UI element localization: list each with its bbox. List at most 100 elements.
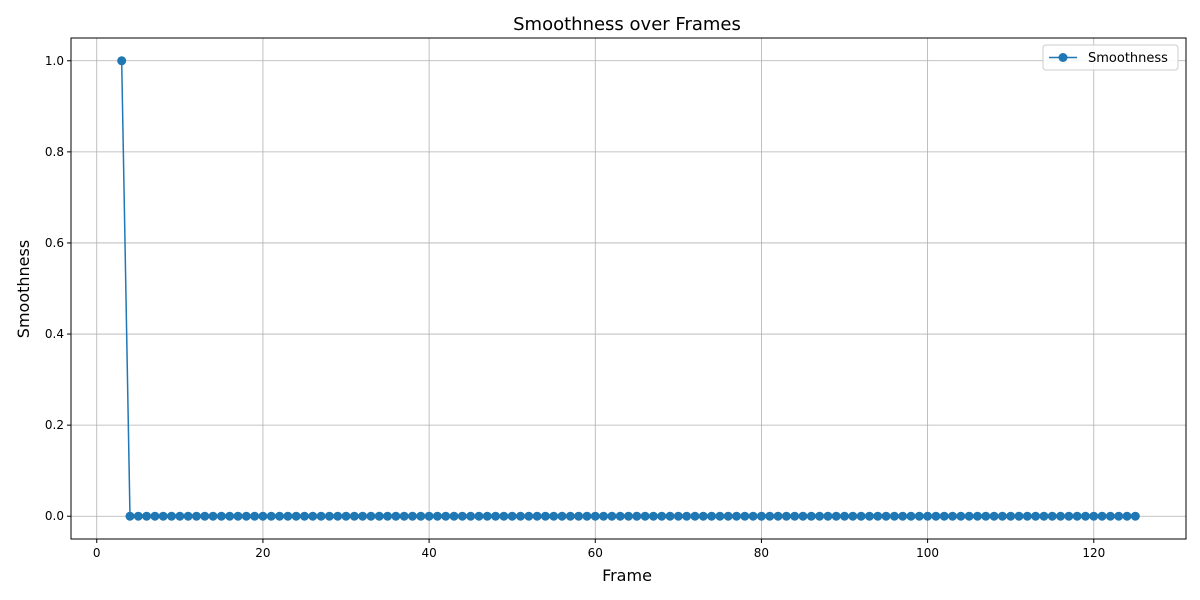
legend: Smoothness <box>1042 44 1179 71</box>
data-point <box>748 511 758 521</box>
data-point <box>208 511 218 521</box>
y-axis-label: Smoothness <box>14 240 33 338</box>
data-point <box>914 511 924 521</box>
data-point <box>889 511 899 521</box>
data-point <box>923 511 933 521</box>
data-point <box>549 511 559 521</box>
data-point <box>864 511 874 521</box>
data-point <box>881 511 891 521</box>
data-point <box>241 511 251 521</box>
data-point <box>216 511 226 521</box>
data-point <box>200 511 210 521</box>
data-point <box>690 511 700 521</box>
data-point <box>657 511 667 521</box>
data-point <box>125 511 135 521</box>
data-point <box>831 511 841 521</box>
x-tick-label: 60 <box>588 546 603 560</box>
data-point <box>449 511 459 521</box>
grid-lines <box>71 38 1186 539</box>
data-point <box>441 511 451 521</box>
data-point <box>1105 511 1115 521</box>
data-point <box>491 511 501 521</box>
data-point <box>856 511 866 521</box>
legend-marker-swatch <box>1058 53 1068 62</box>
y-tick-label: 0.0 <box>45 509 64 523</box>
data-point <box>532 511 542 521</box>
data-point <box>972 511 982 521</box>
data-point <box>1064 511 1074 521</box>
data-point <box>732 511 742 521</box>
data-point <box>432 511 442 521</box>
data-point <box>848 511 858 521</box>
data-point <box>873 511 883 521</box>
data-point <box>333 511 343 521</box>
data-point <box>740 511 750 521</box>
plot-area-frame <box>70 37 1187 540</box>
x-tick-label: 100 <box>916 546 939 560</box>
data-point <box>599 511 609 521</box>
data-point <box>1056 511 1066 521</box>
data-point <box>1089 511 1099 521</box>
data-point <box>515 511 525 521</box>
data-point <box>258 511 268 521</box>
data-point <box>1122 511 1132 521</box>
data-point <box>756 511 766 521</box>
x-tick-label: 20 <box>255 546 270 560</box>
data-point <box>632 511 642 521</box>
y-axis-ticks: 0.0 0.2 0.4 0.6 0.8 1.0 <box>45 54 71 523</box>
x-tick-label: 0 <box>93 546 101 560</box>
x-tick-label: 120 <box>1082 546 1105 560</box>
data-point <box>698 511 708 521</box>
y-tick-label: 0.4 <box>45 327 64 341</box>
data-point <box>358 511 368 521</box>
data-point <box>283 511 293 521</box>
data-point <box>781 511 791 521</box>
data-point <box>615 511 625 521</box>
data-point <box>1014 511 1024 521</box>
data-point <box>383 511 393 521</box>
data-point <box>557 511 567 521</box>
data-point <box>482 511 492 521</box>
data-point <box>582 511 592 521</box>
chart-title: Smoothness over Frames <box>513 14 741 35</box>
data-point <box>682 511 692 521</box>
data-point <box>948 511 958 521</box>
data-point <box>275 511 285 521</box>
x-axis-label: Frame <box>602 566 652 585</box>
data-point <box>673 511 683 521</box>
data-point <box>324 511 334 521</box>
data-point <box>1047 511 1057 521</box>
data-point <box>474 511 484 521</box>
data-point <box>183 511 193 521</box>
data-point <box>250 511 260 521</box>
data-point <box>142 511 152 521</box>
data-point <box>1072 511 1082 521</box>
data-point <box>158 511 168 521</box>
data-point <box>374 511 384 521</box>
data-point <box>399 511 409 521</box>
data-point <box>624 511 633 521</box>
data-point <box>898 511 908 521</box>
data-point <box>291 511 301 521</box>
data-point <box>308 511 318 521</box>
data-point <box>648 511 658 521</box>
data-point <box>540 511 550 521</box>
data-point <box>424 511 434 521</box>
data-point <box>823 511 833 521</box>
data-point <box>349 511 359 521</box>
y-tick-label: 0.2 <box>45 418 64 432</box>
data-point <box>765 511 775 521</box>
data-point <box>981 511 991 521</box>
data-point <box>457 511 467 521</box>
data-point <box>931 511 941 521</box>
data-point <box>524 511 534 521</box>
data-point <box>507 511 517 521</box>
data-point <box>175 511 185 521</box>
data-point <box>233 511 243 521</box>
data-point <box>167 511 177 521</box>
legend-box <box>1042 44 1179 71</box>
data-point <box>773 511 783 521</box>
x-axis-ticks: 0 20 40 60 80 100 120 <box>93 539 1105 560</box>
